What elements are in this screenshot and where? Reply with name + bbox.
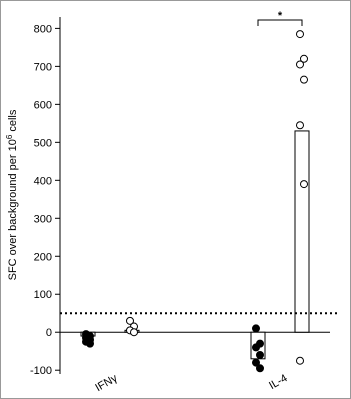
y-tick-label: 100 bbox=[34, 289, 52, 301]
data-point bbox=[296, 30, 304, 39]
data-point bbox=[130, 328, 138, 337]
y-tick-label: 700 bbox=[34, 61, 52, 73]
y-tick-label: 800 bbox=[34, 23, 52, 35]
y-tick-label: 200 bbox=[34, 251, 52, 263]
y-axis-label: SFC over background per 106 cells bbox=[5, 109, 19, 280]
data-point bbox=[296, 121, 304, 130]
data-point bbox=[300, 54, 308, 63]
data-point bbox=[252, 324, 260, 333]
y-tick-label: 300 bbox=[34, 213, 52, 225]
data-point bbox=[296, 356, 304, 365]
y-tick-label: -100 bbox=[30, 365, 52, 377]
data-point bbox=[252, 343, 260, 352]
significance-bracket bbox=[257, 19, 303, 26]
y-tick-label: 400 bbox=[34, 175, 52, 187]
data-point bbox=[86, 339, 94, 348]
data-point bbox=[126, 316, 134, 325]
significance-marker: * bbox=[278, 10, 283, 22]
data-point bbox=[256, 364, 264, 373]
data-point bbox=[300, 75, 308, 84]
data-point bbox=[300, 180, 308, 189]
y-tick-label: 600 bbox=[34, 99, 52, 111]
y-tick-label: 0 bbox=[46, 327, 52, 339]
data-point bbox=[252, 358, 260, 367]
data-point bbox=[296, 60, 304, 69]
bar bbox=[294, 130, 310, 333]
data-point bbox=[256, 351, 264, 360]
y-tick-label: 500 bbox=[34, 137, 52, 149]
